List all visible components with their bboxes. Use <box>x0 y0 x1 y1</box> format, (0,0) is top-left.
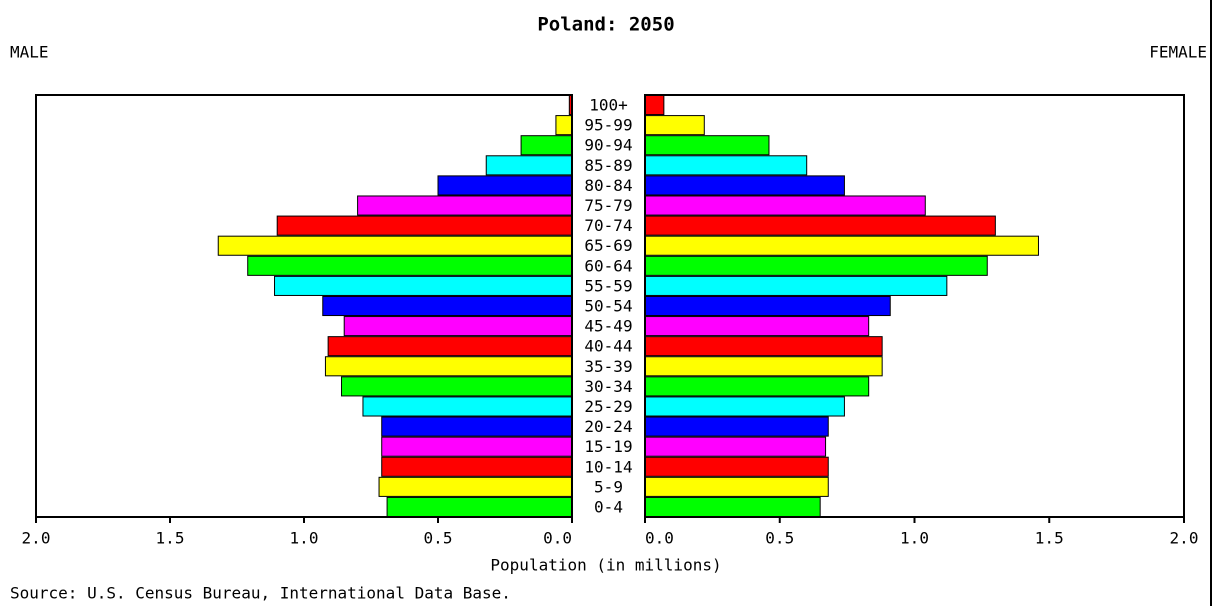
bar-male <box>378 476 573 497</box>
x-tick-label-male: 0.0 <box>543 529 572 548</box>
x-tick-label-male: 2.0 <box>22 529 51 548</box>
x-tick-label-male: 1.0 <box>290 529 319 548</box>
bar-female <box>644 155 808 176</box>
category-label: 10-14 <box>584 457 632 476</box>
bar-female <box>644 115 705 136</box>
bar-male <box>520 135 573 156</box>
bar-male <box>381 456 573 477</box>
bar-male <box>357 195 573 216</box>
bar-female <box>644 396 845 417</box>
category-label: 65-69 <box>584 236 632 255</box>
bar-female <box>644 175 845 196</box>
bar-female <box>644 95 665 116</box>
category-label: 40-44 <box>584 337 632 356</box>
bar-male <box>437 175 573 196</box>
category-label: 75-79 <box>584 196 632 215</box>
bar-male <box>555 115 573 136</box>
category-label: 45-49 <box>584 317 632 336</box>
x-tick-label-female: 2.0 <box>1170 529 1199 548</box>
bar-male <box>276 215 573 236</box>
bar-female <box>644 295 891 317</box>
legend-female: FEMALE <box>1149 43 1207 62</box>
bar-female <box>644 255 988 276</box>
bar-female <box>644 275 948 296</box>
category-label: 35-39 <box>584 357 632 376</box>
bar-female <box>644 376 870 397</box>
bar-female <box>644 456 829 477</box>
category-label: 0-4 <box>594 497 623 516</box>
category-label: 85-89 <box>584 156 632 175</box>
x-tick-label-female: 1.0 <box>900 529 929 548</box>
x-tick-label-female: 0.5 <box>765 529 794 548</box>
bar-female <box>644 416 829 437</box>
bar-female <box>644 476 829 497</box>
bar-male <box>341 376 573 397</box>
bar-male <box>274 275 573 296</box>
category-label: 15-19 <box>584 437 632 456</box>
category-label: 70-74 <box>584 216 632 235</box>
bar-male <box>324 356 573 377</box>
bar-male <box>386 496 573 517</box>
bar-male <box>381 416 573 437</box>
category-label: 5-9 <box>594 477 623 496</box>
legend-male: MALE <box>10 43 49 62</box>
category-label: 90-94 <box>584 136 632 155</box>
bar-female <box>644 436 827 457</box>
category-label: 80-84 <box>584 176 632 195</box>
category-label: 95-99 <box>584 116 632 135</box>
category-label: 50-54 <box>584 297 632 316</box>
bar-male <box>217 235 573 256</box>
category-label: 20-24 <box>584 417 632 436</box>
bar-male <box>362 396 573 417</box>
source-note: Source: U.S. Census Bureau, Internationa… <box>10 584 511 603</box>
category-label: 60-64 <box>584 256 632 275</box>
bar-male <box>343 316 573 337</box>
bar-male <box>247 255 573 276</box>
bar-female <box>644 316 870 337</box>
x-axis-label: Population (in millions) <box>490 556 721 575</box>
bar-female <box>644 135 770 156</box>
bar-female <box>644 215 996 236</box>
category-label: 100+ <box>589 96 628 115</box>
bar-female <box>644 336 883 357</box>
x-tick-label-male: 1.5 <box>156 529 185 548</box>
bar-female <box>644 356 883 377</box>
chart-title: Poland: 2050 <box>537 14 674 36</box>
bar-female <box>644 496 821 517</box>
x-tick-label-female: 0.0 <box>645 529 674 548</box>
x-tick-label-female: 1.5 <box>1035 529 1064 548</box>
category-label: 55-59 <box>584 276 632 295</box>
bar-male <box>485 155 573 176</box>
bar-male <box>322 295 573 317</box>
bar-female <box>644 235 1039 256</box>
x-tick-label-male: 0.5 <box>424 529 453 548</box>
bar-male <box>381 436 573 457</box>
category-label: 25-29 <box>584 397 632 416</box>
category-label: 30-34 <box>584 377 632 396</box>
bar-male <box>327 336 573 357</box>
bar-female <box>644 195 926 216</box>
